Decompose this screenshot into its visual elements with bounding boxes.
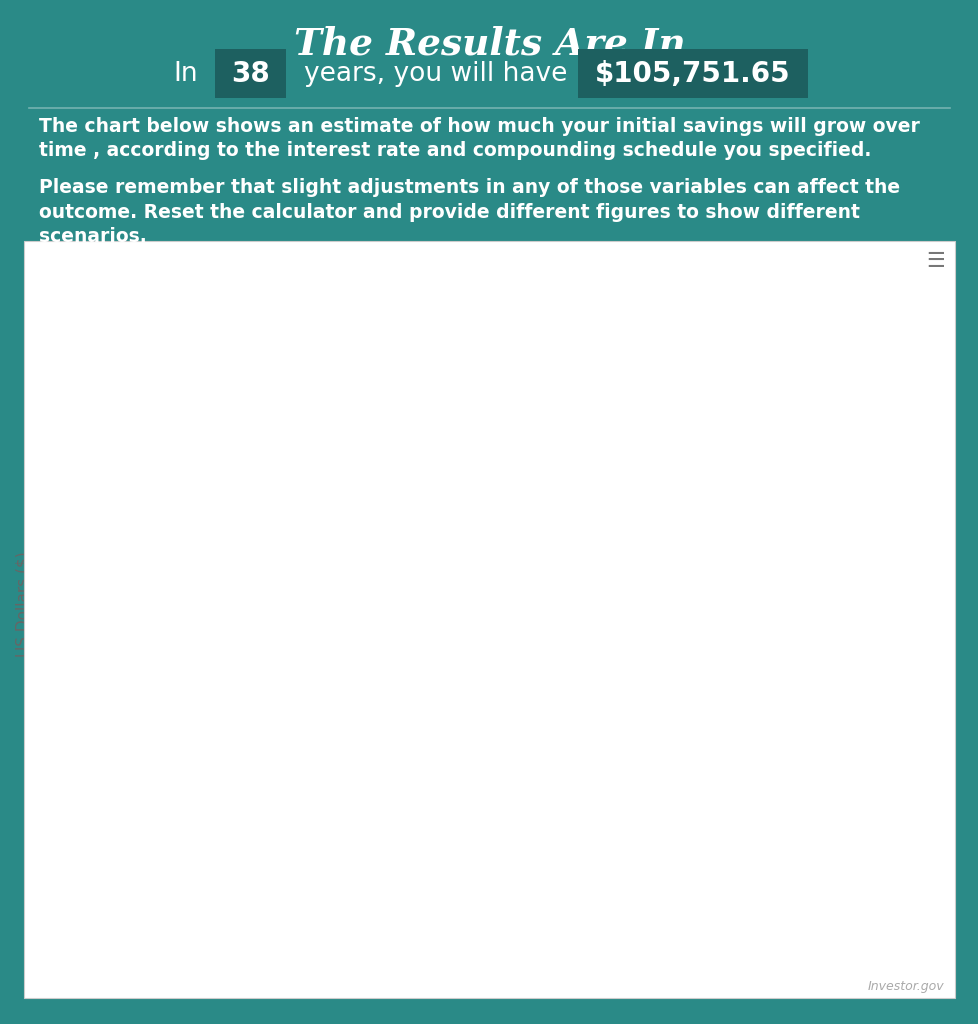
Text: Please remember that slight adjustments in any of those variables can affect the: Please remember that slight adjustments … (39, 178, 900, 198)
Text: 38: 38 (231, 59, 270, 88)
Text: years, you will have: years, you will have (303, 60, 567, 87)
Text: In: In (173, 60, 199, 87)
Text: outcome. Reset the calculator and provide different figures to show different: outcome. Reset the calculator and provid… (39, 203, 859, 222)
Title: Total Savings: Total Savings (437, 304, 614, 329)
Text: Investor.gov: Investor.gov (867, 980, 944, 993)
Text: The chart below shows an estimate of how much your initial savings will grow ove: The chart below shows an estimate of how… (39, 117, 919, 136)
Text: $105,751.65: $105,751.65 (595, 59, 789, 88)
Text: ☰: ☰ (925, 251, 944, 271)
Text: The Results Are In: The Results Are In (293, 26, 685, 62)
Text: time , according to the interest rate and compounding schedule you specified.: time , according to the interest rate an… (39, 141, 870, 161)
Text: scenarios.: scenarios. (39, 227, 147, 247)
Y-axis label: US Dollars ($): US Dollars ($) (16, 551, 30, 657)
